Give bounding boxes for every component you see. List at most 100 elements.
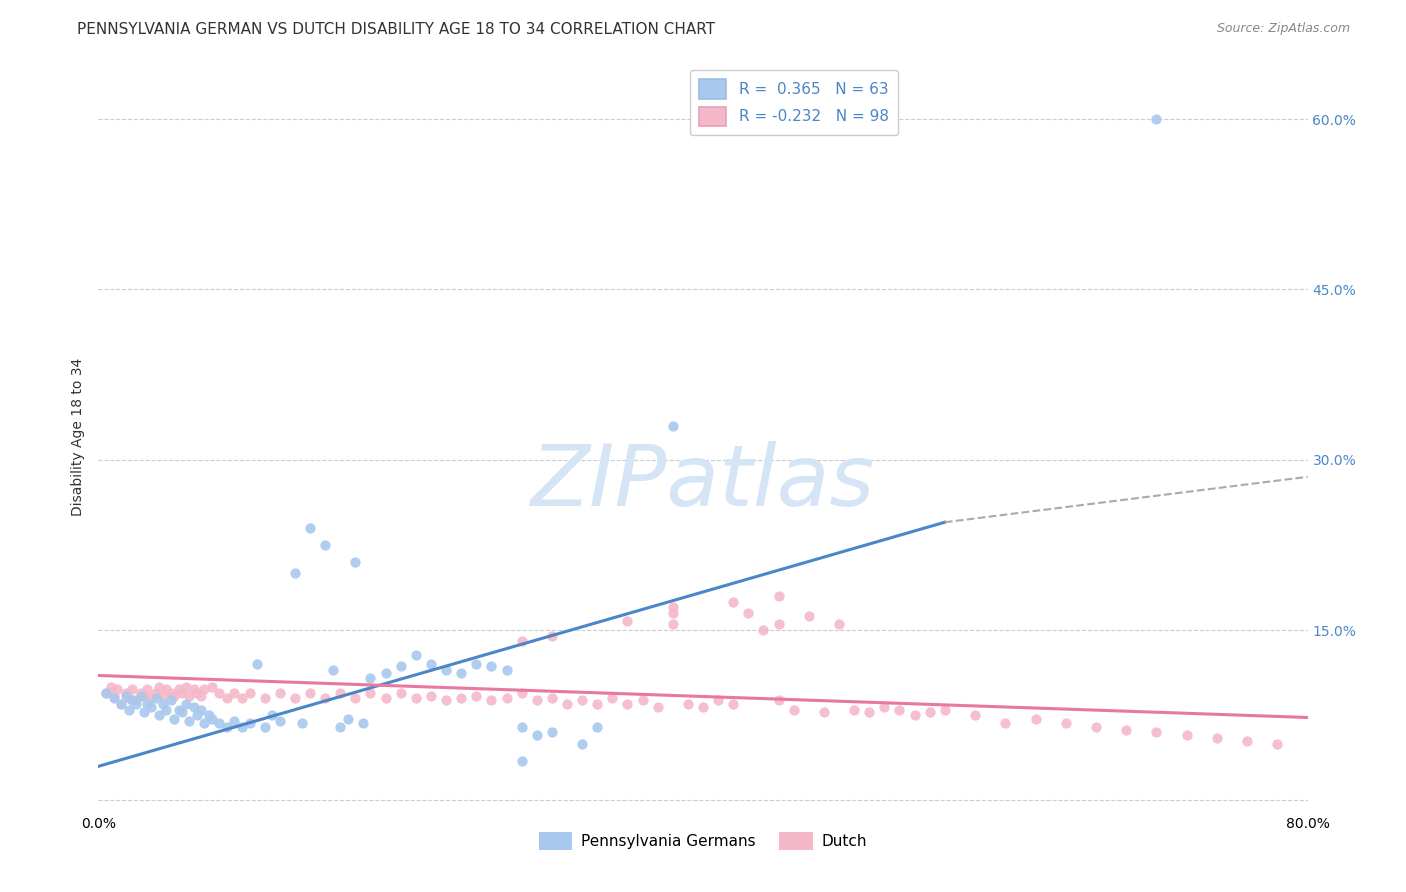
Point	[100, 680, 122, 694]
Point	[555, 697, 578, 711]
Point	[783, 702, 806, 716]
Point	[121, 682, 143, 697]
Point	[768, 617, 790, 632]
Point	[465, 689, 488, 703]
Point	[201, 712, 224, 726]
Point	[193, 682, 215, 697]
Point	[132, 689, 155, 703]
Point	[148, 708, 170, 723]
Point	[540, 691, 562, 706]
Point	[344, 555, 367, 569]
Point	[904, 708, 927, 723]
Point	[737, 606, 759, 620]
Point	[510, 754, 533, 768]
Point	[145, 685, 167, 699]
Point	[1236, 734, 1258, 748]
Point	[344, 691, 367, 706]
Point	[125, 693, 148, 707]
Point	[152, 697, 174, 711]
Point	[299, 521, 322, 535]
Point	[934, 702, 956, 716]
Point	[269, 714, 291, 728]
Point	[170, 685, 193, 699]
Point	[994, 716, 1017, 731]
Point	[858, 705, 880, 719]
Point	[155, 702, 177, 716]
Point	[360, 685, 382, 699]
Point	[510, 634, 533, 648]
Point	[322, 663, 344, 677]
Point	[661, 418, 683, 433]
Point	[329, 720, 352, 734]
Point	[586, 720, 609, 734]
Point	[231, 691, 253, 706]
Point	[631, 693, 654, 707]
Point	[329, 685, 352, 699]
Point	[299, 685, 322, 699]
Point	[616, 697, 638, 711]
Point	[1115, 723, 1137, 737]
Point	[336, 712, 359, 726]
Point	[918, 705, 941, 719]
Point	[1144, 725, 1167, 739]
Point	[145, 691, 167, 706]
Point	[141, 700, 163, 714]
Point	[103, 689, 125, 703]
Point	[661, 606, 683, 620]
Point	[155, 682, 177, 697]
Point	[193, 716, 215, 731]
Point	[190, 689, 212, 703]
Point	[481, 693, 503, 707]
Point	[420, 689, 443, 703]
Point	[768, 693, 790, 707]
Point	[160, 693, 183, 707]
Point	[179, 714, 201, 728]
Point	[167, 702, 190, 716]
Point	[1085, 720, 1108, 734]
Point	[586, 697, 609, 711]
Text: Source: ZipAtlas.com: Source: ZipAtlas.com	[1216, 22, 1350, 36]
Point	[661, 600, 683, 615]
Point	[571, 693, 593, 707]
Point	[135, 682, 157, 697]
Point	[174, 680, 197, 694]
Point	[284, 566, 307, 581]
Point	[768, 589, 790, 603]
Point	[110, 697, 132, 711]
Point	[186, 685, 208, 699]
Point	[495, 663, 517, 677]
Point	[129, 685, 152, 699]
Point	[163, 689, 186, 703]
Point	[114, 685, 136, 699]
Point	[1024, 712, 1046, 726]
Point	[114, 689, 136, 703]
Point	[1054, 716, 1077, 731]
Point	[269, 685, 291, 699]
Point	[873, 700, 896, 714]
Point	[510, 720, 533, 734]
Point	[1267, 737, 1289, 751]
Point	[571, 737, 593, 751]
Point	[224, 685, 246, 699]
Point	[540, 629, 562, 643]
Point	[465, 657, 488, 672]
Point	[797, 609, 820, 624]
Point	[420, 657, 443, 672]
Point	[170, 705, 193, 719]
Point	[103, 691, 125, 706]
Point	[889, 702, 911, 716]
Point	[1206, 731, 1229, 745]
Legend: Pennsylvania Germans, Dutch: Pennsylvania Germans, Dutch	[533, 826, 873, 856]
Point	[163, 712, 186, 726]
Text: PENNSYLVANIA GERMAN VS DUTCH DISABILITY AGE 18 TO 34 CORRELATION CHART: PENNSYLVANIA GERMAN VS DUTCH DISABILITY …	[77, 22, 716, 37]
Point	[132, 705, 155, 719]
Y-axis label: Disability Age 18 to 34: Disability Age 18 to 34	[72, 358, 86, 516]
Point	[186, 708, 208, 723]
Point	[752, 623, 775, 637]
Point	[246, 657, 269, 672]
Point	[495, 691, 517, 706]
Point	[110, 697, 132, 711]
Point	[661, 617, 683, 632]
Point	[190, 702, 212, 716]
Point	[174, 697, 197, 711]
